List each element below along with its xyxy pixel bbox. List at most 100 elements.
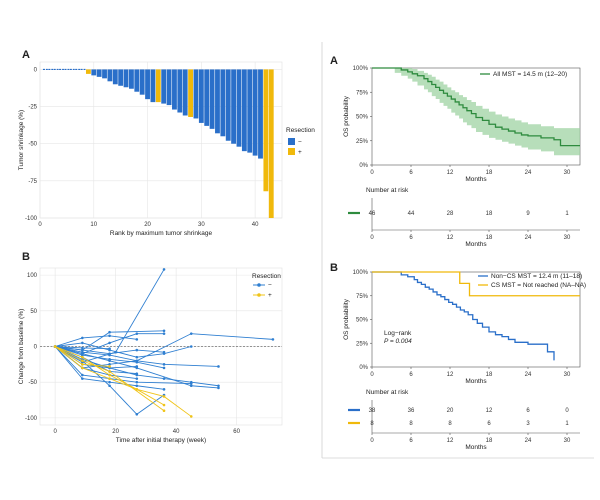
legend: All MST = 14.5 m (12–20) bbox=[480, 71, 567, 78]
series-line bbox=[55, 342, 192, 358]
x-tick-label: 12 bbox=[447, 170, 454, 176]
data-point bbox=[135, 366, 139, 370]
y-tick-label: 0% bbox=[359, 365, 368, 371]
risk-count: 8 bbox=[409, 421, 413, 427]
y-tick-label: 50% bbox=[356, 318, 369, 324]
risk-count: 9 bbox=[526, 211, 530, 217]
y-tick-label: -100 bbox=[25, 416, 38, 422]
risk-count: 20 bbox=[447, 408, 454, 414]
data-point bbox=[162, 352, 166, 355]
series-line bbox=[54, 346, 192, 417]
bar bbox=[220, 69, 226, 137]
bar bbox=[247, 69, 253, 153]
data-point bbox=[108, 365, 111, 368]
legend-label: Non−CS MST = 12.4 m (11–18) bbox=[491, 273, 582, 280]
x-tick-label: 24 bbox=[525, 235, 532, 241]
legend-label: All MST = 14.5 m (12–20) bbox=[493, 71, 567, 78]
panel-label: B bbox=[330, 262, 338, 274]
x-tick-label: 30 bbox=[564, 235, 571, 241]
spider-panel: B 100 50 0 -50 -100 0 20 40 60 Time after initial … bbox=[18, 251, 283, 444]
bar bbox=[123, 69, 129, 88]
data-point bbox=[81, 346, 84, 350]
data-point bbox=[81, 373, 84, 377]
legend-swatch bbox=[288, 148, 295, 155]
x-tick-label: 0 bbox=[370, 235, 374, 241]
bar bbox=[96, 69, 102, 77]
x-tick-label: 18 bbox=[486, 372, 493, 378]
risk-table-x-title: Months bbox=[465, 241, 487, 248]
x-tick-label: 60 bbox=[233, 429, 240, 435]
y-tick-label: 50% bbox=[356, 115, 369, 121]
bar bbox=[118, 69, 124, 86]
data-point bbox=[162, 388, 166, 391]
bar bbox=[268, 69, 274, 218]
risk-table: Number at risk 46 44 28 18 9 1 0 6 12 18 24 30 Months bbox=[348, 187, 580, 248]
data-point bbox=[217, 386, 220, 390]
y-tick-label: 75% bbox=[356, 90, 369, 96]
data-point bbox=[162, 332, 166, 335]
data-point bbox=[108, 334, 111, 338]
bar bbox=[166, 69, 172, 106]
x-tick-label: 24 bbox=[525, 372, 532, 378]
y-tick-label: -75 bbox=[28, 179, 37, 185]
logrank-label: Log−rank bbox=[384, 330, 412, 337]
data-point bbox=[108, 363, 111, 366]
risk-count: 28 bbox=[447, 211, 454, 217]
risk-count: 18 bbox=[486, 211, 493, 217]
data-point bbox=[189, 415, 193, 418]
risk-count: 46 bbox=[369, 211, 376, 217]
data-point bbox=[108, 380, 111, 384]
data-point bbox=[217, 365, 220, 368]
bar bbox=[85, 69, 91, 74]
x-tick-label: 40 bbox=[173, 429, 180, 435]
x-tick-label: 24 bbox=[525, 170, 532, 176]
data-point bbox=[162, 395, 166, 398]
x-tick-label: 0 bbox=[370, 438, 374, 444]
x-tick-label: 6 bbox=[409, 372, 413, 378]
bar bbox=[155, 69, 161, 103]
x-tick-label: 6 bbox=[409, 438, 413, 444]
bar bbox=[204, 69, 210, 126]
bar bbox=[107, 69, 113, 82]
data-point bbox=[162, 377, 166, 380]
data-point bbox=[162, 363, 166, 366]
legend-label: + bbox=[268, 292, 272, 299]
panel-label: B bbox=[22, 251, 30, 263]
bar bbox=[161, 69, 167, 104]
data-point bbox=[162, 409, 166, 413]
bar bbox=[236, 69, 242, 147]
data-point bbox=[108, 353, 111, 357]
data-point bbox=[189, 332, 193, 335]
bar bbox=[209, 69, 215, 129]
data-point bbox=[108, 347, 111, 350]
legend: Non−CS MST = 12.4 m (11–18) CS MST = Not … bbox=[478, 273, 586, 289]
bar bbox=[252, 69, 258, 156]
series-line bbox=[54, 346, 165, 412]
data-point bbox=[217, 384, 220, 388]
x-tick-label: 18 bbox=[486, 438, 493, 444]
data-point bbox=[108, 341, 111, 345]
bar bbox=[241, 69, 247, 152]
survival-curve bbox=[372, 271, 555, 361]
bar bbox=[150, 69, 156, 103]
y-tick-label: 100% bbox=[353, 270, 369, 276]
p-value: P = 0.004 bbox=[384, 338, 412, 345]
data-point bbox=[81, 366, 84, 370]
bar bbox=[129, 69, 134, 89]
x-tick-label: 10 bbox=[90, 222, 97, 228]
y-tick-label: 25% bbox=[356, 341, 369, 347]
bar bbox=[172, 69, 177, 110]
legend-label: − bbox=[298, 139, 302, 146]
data-point bbox=[135, 338, 139, 341]
bar bbox=[225, 69, 231, 141]
data-point bbox=[162, 329, 166, 333]
data-point bbox=[162, 366, 166, 370]
data-point bbox=[135, 388, 139, 391]
bar bbox=[182, 69, 188, 116]
y-axis-title: Change from baseline (%) bbox=[18, 309, 25, 385]
x-tick-label: 30 bbox=[564, 372, 571, 378]
bar bbox=[134, 69, 140, 92]
bar bbox=[215, 69, 220, 134]
